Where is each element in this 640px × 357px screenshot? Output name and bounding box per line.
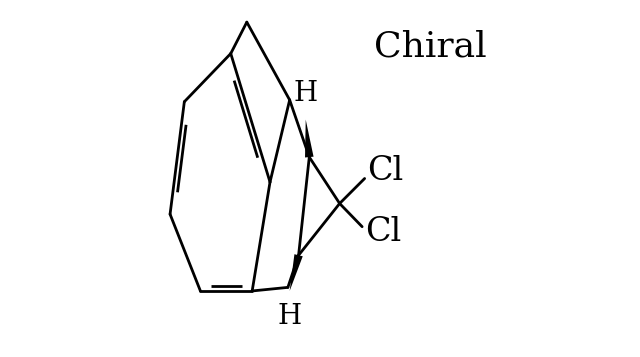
Text: H: H <box>278 303 301 331</box>
Polygon shape <box>305 120 314 157</box>
Polygon shape <box>290 254 303 291</box>
Text: Cl: Cl <box>365 216 401 248</box>
Text: Cl: Cl <box>367 155 404 187</box>
Text: H: H <box>294 80 318 107</box>
Text: Chiral: Chiral <box>374 29 486 64</box>
